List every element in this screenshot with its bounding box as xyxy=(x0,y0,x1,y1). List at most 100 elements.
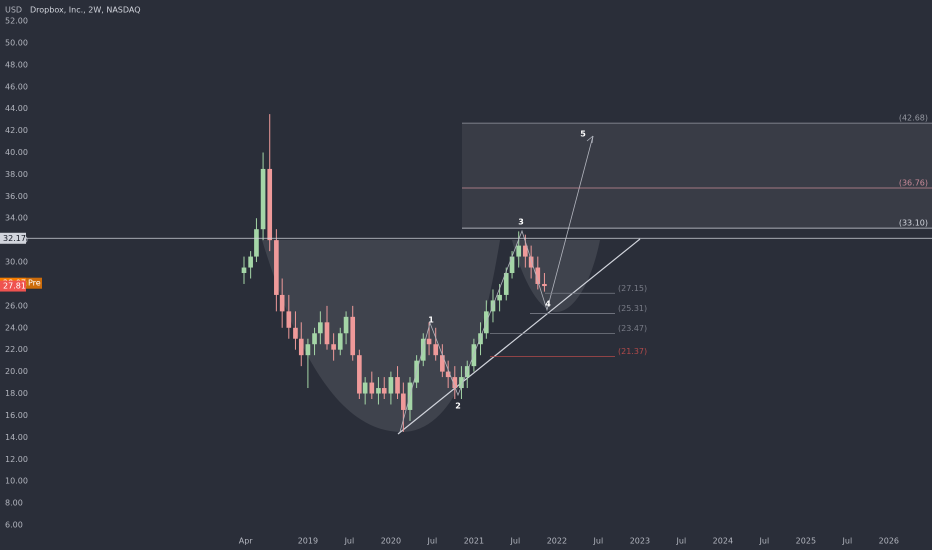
candle-body xyxy=(337,333,343,350)
y-tick-label: 20.00 xyxy=(5,367,28,376)
arrow-head xyxy=(586,135,594,144)
candle-body xyxy=(509,256,515,274)
x-tick-label: Apr xyxy=(239,537,254,546)
y-tick-label: 6.00 xyxy=(5,520,23,529)
y-tick-label: 52.00 xyxy=(5,17,28,26)
candle-body xyxy=(267,168,273,241)
x-tick-label: Jul xyxy=(427,537,438,546)
candle-body xyxy=(395,377,400,394)
x-tick-label: Jul xyxy=(842,537,853,546)
y-tick-label: 26.00 xyxy=(5,301,28,310)
candle-body xyxy=(318,322,323,334)
wave-label: 1 xyxy=(428,316,434,325)
level-label: (25.31) xyxy=(618,304,647,313)
y-tick-label: 38.00 xyxy=(5,170,28,179)
candle-body xyxy=(542,283,547,287)
y-tick-label: 46.00 xyxy=(5,82,28,91)
y-tick-label: 40.00 xyxy=(5,148,28,157)
candle-body xyxy=(248,256,253,268)
level-label: (21.37) xyxy=(618,347,647,356)
y-tick-label: 16.00 xyxy=(5,411,28,420)
candle-body xyxy=(452,377,458,389)
x-tick-label: 2020 xyxy=(381,537,401,546)
candle-body xyxy=(369,382,375,394)
candle-body xyxy=(426,338,432,345)
candle-body xyxy=(324,322,330,345)
candle-body xyxy=(298,338,304,356)
candle-body xyxy=(381,388,387,394)
candle-body xyxy=(343,316,349,334)
candle-body xyxy=(516,245,522,257)
y-tick-label: 48.00 xyxy=(5,60,28,69)
candle-body xyxy=(388,377,394,394)
x-tick-label: 2025 xyxy=(796,537,816,546)
chart-title: Dropbox, Inc., 2W, NASDAQ xyxy=(30,6,141,15)
candle-body xyxy=(362,382,368,394)
candle-body xyxy=(535,267,541,284)
cup-shape xyxy=(262,240,500,433)
y-tick-label: 30.00 xyxy=(5,258,28,267)
y-tick-label: 34.00 xyxy=(5,214,28,223)
candle-body xyxy=(254,229,259,257)
x-tick-label: 2024 xyxy=(713,537,733,546)
y-tick-label: 36.00 xyxy=(5,192,28,201)
candle-body xyxy=(274,240,279,295)
wave-label: 4 xyxy=(545,300,551,309)
candle-body xyxy=(528,256,534,268)
x-tick-label: 2019 xyxy=(298,537,318,546)
price-label: 27.81 xyxy=(3,282,26,291)
candle-body xyxy=(440,355,445,372)
y-tick-label: 18.00 xyxy=(5,389,28,398)
x-tick-label: Jul xyxy=(593,537,604,546)
candle-body xyxy=(279,294,285,312)
candle-body xyxy=(445,371,451,378)
y-tick-label: 50.00 xyxy=(5,38,28,47)
candle-body xyxy=(312,333,317,345)
candle-body xyxy=(350,316,356,356)
candle-body xyxy=(260,168,266,230)
price-label-box xyxy=(0,280,26,292)
y-tick-label: 42.00 xyxy=(5,126,28,135)
candle-body xyxy=(503,273,509,295)
y-tick-label: 10.00 xyxy=(5,477,28,486)
price-tag: Pre xyxy=(28,279,41,288)
target-zone xyxy=(462,123,932,228)
trend-line xyxy=(397,238,641,435)
y-tick-label: 44.00 xyxy=(5,104,28,113)
candle-body xyxy=(293,327,298,339)
candle-body xyxy=(523,245,528,257)
axis-unit: USD xyxy=(5,6,22,15)
wave-label: 2 xyxy=(455,402,461,411)
price-label-box xyxy=(0,232,26,244)
x-tick-label: 2026 xyxy=(879,537,899,546)
x-tick-label: Jul xyxy=(510,537,521,546)
x-tick-label: 2021 xyxy=(464,537,484,546)
candle-body xyxy=(376,388,381,394)
level-label: (42.68) xyxy=(899,114,928,123)
level-label: (27.15) xyxy=(618,284,647,293)
candle-body xyxy=(241,267,247,274)
x-tick-label: 2022 xyxy=(547,537,567,546)
x-tick-label: 2023 xyxy=(630,537,650,546)
candle-body xyxy=(420,338,426,361)
price-label: 32.17 xyxy=(3,234,26,243)
candle-body xyxy=(459,377,464,389)
price-tag-box xyxy=(26,277,42,289)
candle-body xyxy=(357,355,362,394)
level-label: (33.10) xyxy=(899,219,928,228)
y-tick-label: 12.00 xyxy=(5,455,28,464)
x-tick-label: Jul xyxy=(344,537,355,546)
y-tick-label: 14.00 xyxy=(5,433,28,442)
candle-body xyxy=(401,393,406,410)
candle-body xyxy=(331,344,336,350)
candle-body xyxy=(433,344,439,356)
wave-path xyxy=(399,135,594,433)
wave-label: 3 xyxy=(518,218,524,227)
x-tick-label: Jul xyxy=(759,537,770,546)
level-label: (36.76) xyxy=(899,178,928,187)
y-tick-label: 24.00 xyxy=(5,323,28,332)
candle-body xyxy=(286,311,292,328)
y-tick-label: 22.00 xyxy=(5,345,28,354)
wave-label: 5 xyxy=(580,130,586,139)
